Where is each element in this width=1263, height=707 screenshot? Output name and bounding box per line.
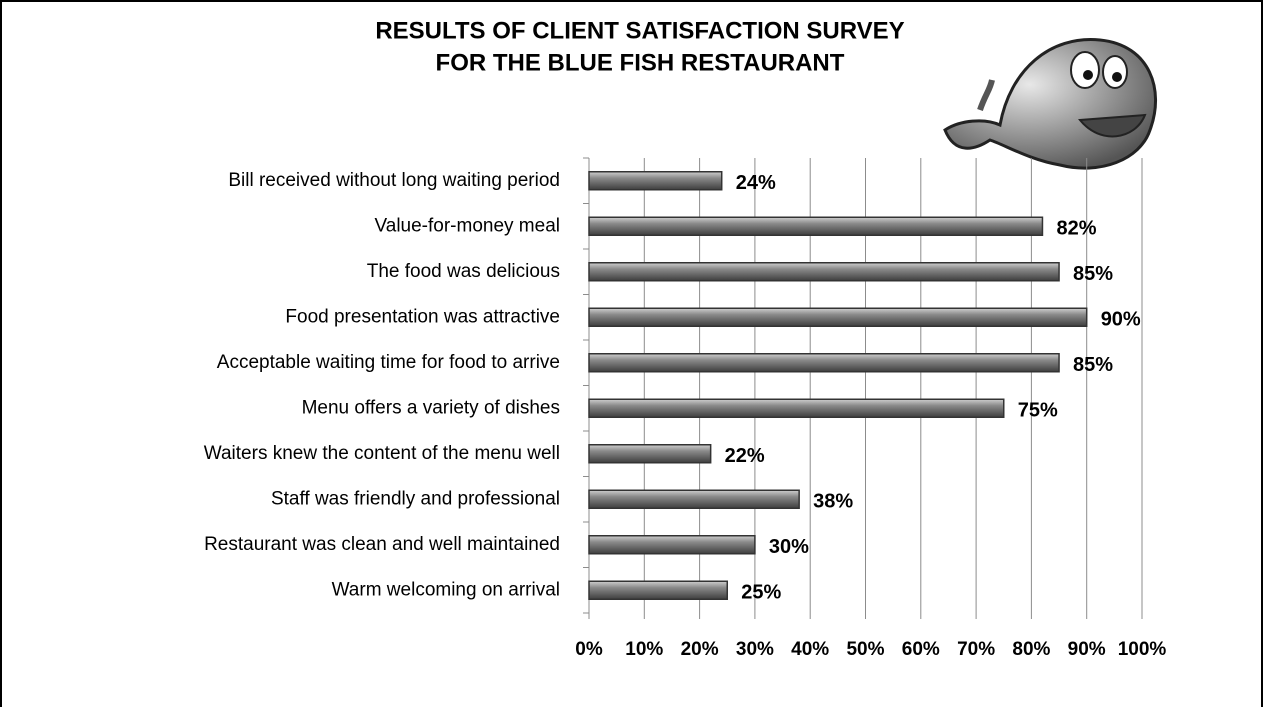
data-label: 90% (1101, 309, 1141, 331)
y-tick-label: Food presentation was attractive (285, 306, 560, 327)
chart-title: RESULTS OF CLIENT SATISFACTION SURVEY (375, 17, 904, 44)
x-tick-label: 40% (791, 639, 829, 660)
x-tick-label: 80% (1012, 639, 1050, 660)
data-label: 82% (1056, 218, 1096, 240)
x-tick-label: 60% (902, 639, 940, 660)
x-tick-label: 10% (625, 639, 663, 660)
x-tick-label: 100% (1118, 639, 1167, 660)
bar (589, 217, 1042, 235)
data-label: 22% (725, 445, 765, 467)
y-tick-label: Warm welcoming on arrival (332, 579, 560, 600)
chart-title: FOR THE BLUE FISH RESTAURANT (436, 49, 845, 76)
x-tick-label: 0% (575, 639, 603, 660)
data-label: 75% (1018, 400, 1058, 422)
bar (589, 445, 711, 463)
data-label: 38% (813, 491, 853, 513)
bar (589, 308, 1087, 326)
y-tick-label: Restaurant was clean and well maintained (204, 534, 560, 555)
x-tick-label: 20% (681, 639, 719, 660)
y-tick-label: Staff was friendly and professional (271, 488, 560, 509)
x-tick-label: 50% (846, 639, 884, 660)
data-label: 85% (1073, 354, 1113, 376)
y-tick-label: Value-for-money meal (374, 215, 560, 236)
x-tick-label: 90% (1068, 639, 1106, 660)
y-tick-label: The food was delicious (367, 261, 560, 282)
bar (589, 536, 755, 554)
y-tick-label: Waiters knew the content of the menu wel… (204, 443, 560, 464)
data-label: 30% (769, 536, 809, 558)
y-tick-label: Acceptable waiting time for food to arri… (217, 352, 560, 373)
bar (589, 399, 1004, 417)
x-tick-label: 30% (736, 639, 774, 660)
fish-illustration (945, 40, 1156, 169)
bar (589, 490, 799, 508)
bar (589, 354, 1059, 372)
bar (589, 581, 727, 599)
data-label: 85% (1073, 263, 1113, 285)
y-tick-label: Menu offers a variety of dishes (302, 397, 560, 418)
bar (589, 263, 1059, 281)
data-label: 25% (741, 582, 781, 604)
x-tick-label: 70% (957, 639, 995, 660)
data-label: 24% (736, 172, 776, 194)
chart: RESULTS OF CLIENT SATISFACTION SURVEY FO… (0, 0, 1263, 707)
y-tick-label: Bill received without long waiting perio… (228, 170, 560, 191)
bar (589, 172, 722, 190)
